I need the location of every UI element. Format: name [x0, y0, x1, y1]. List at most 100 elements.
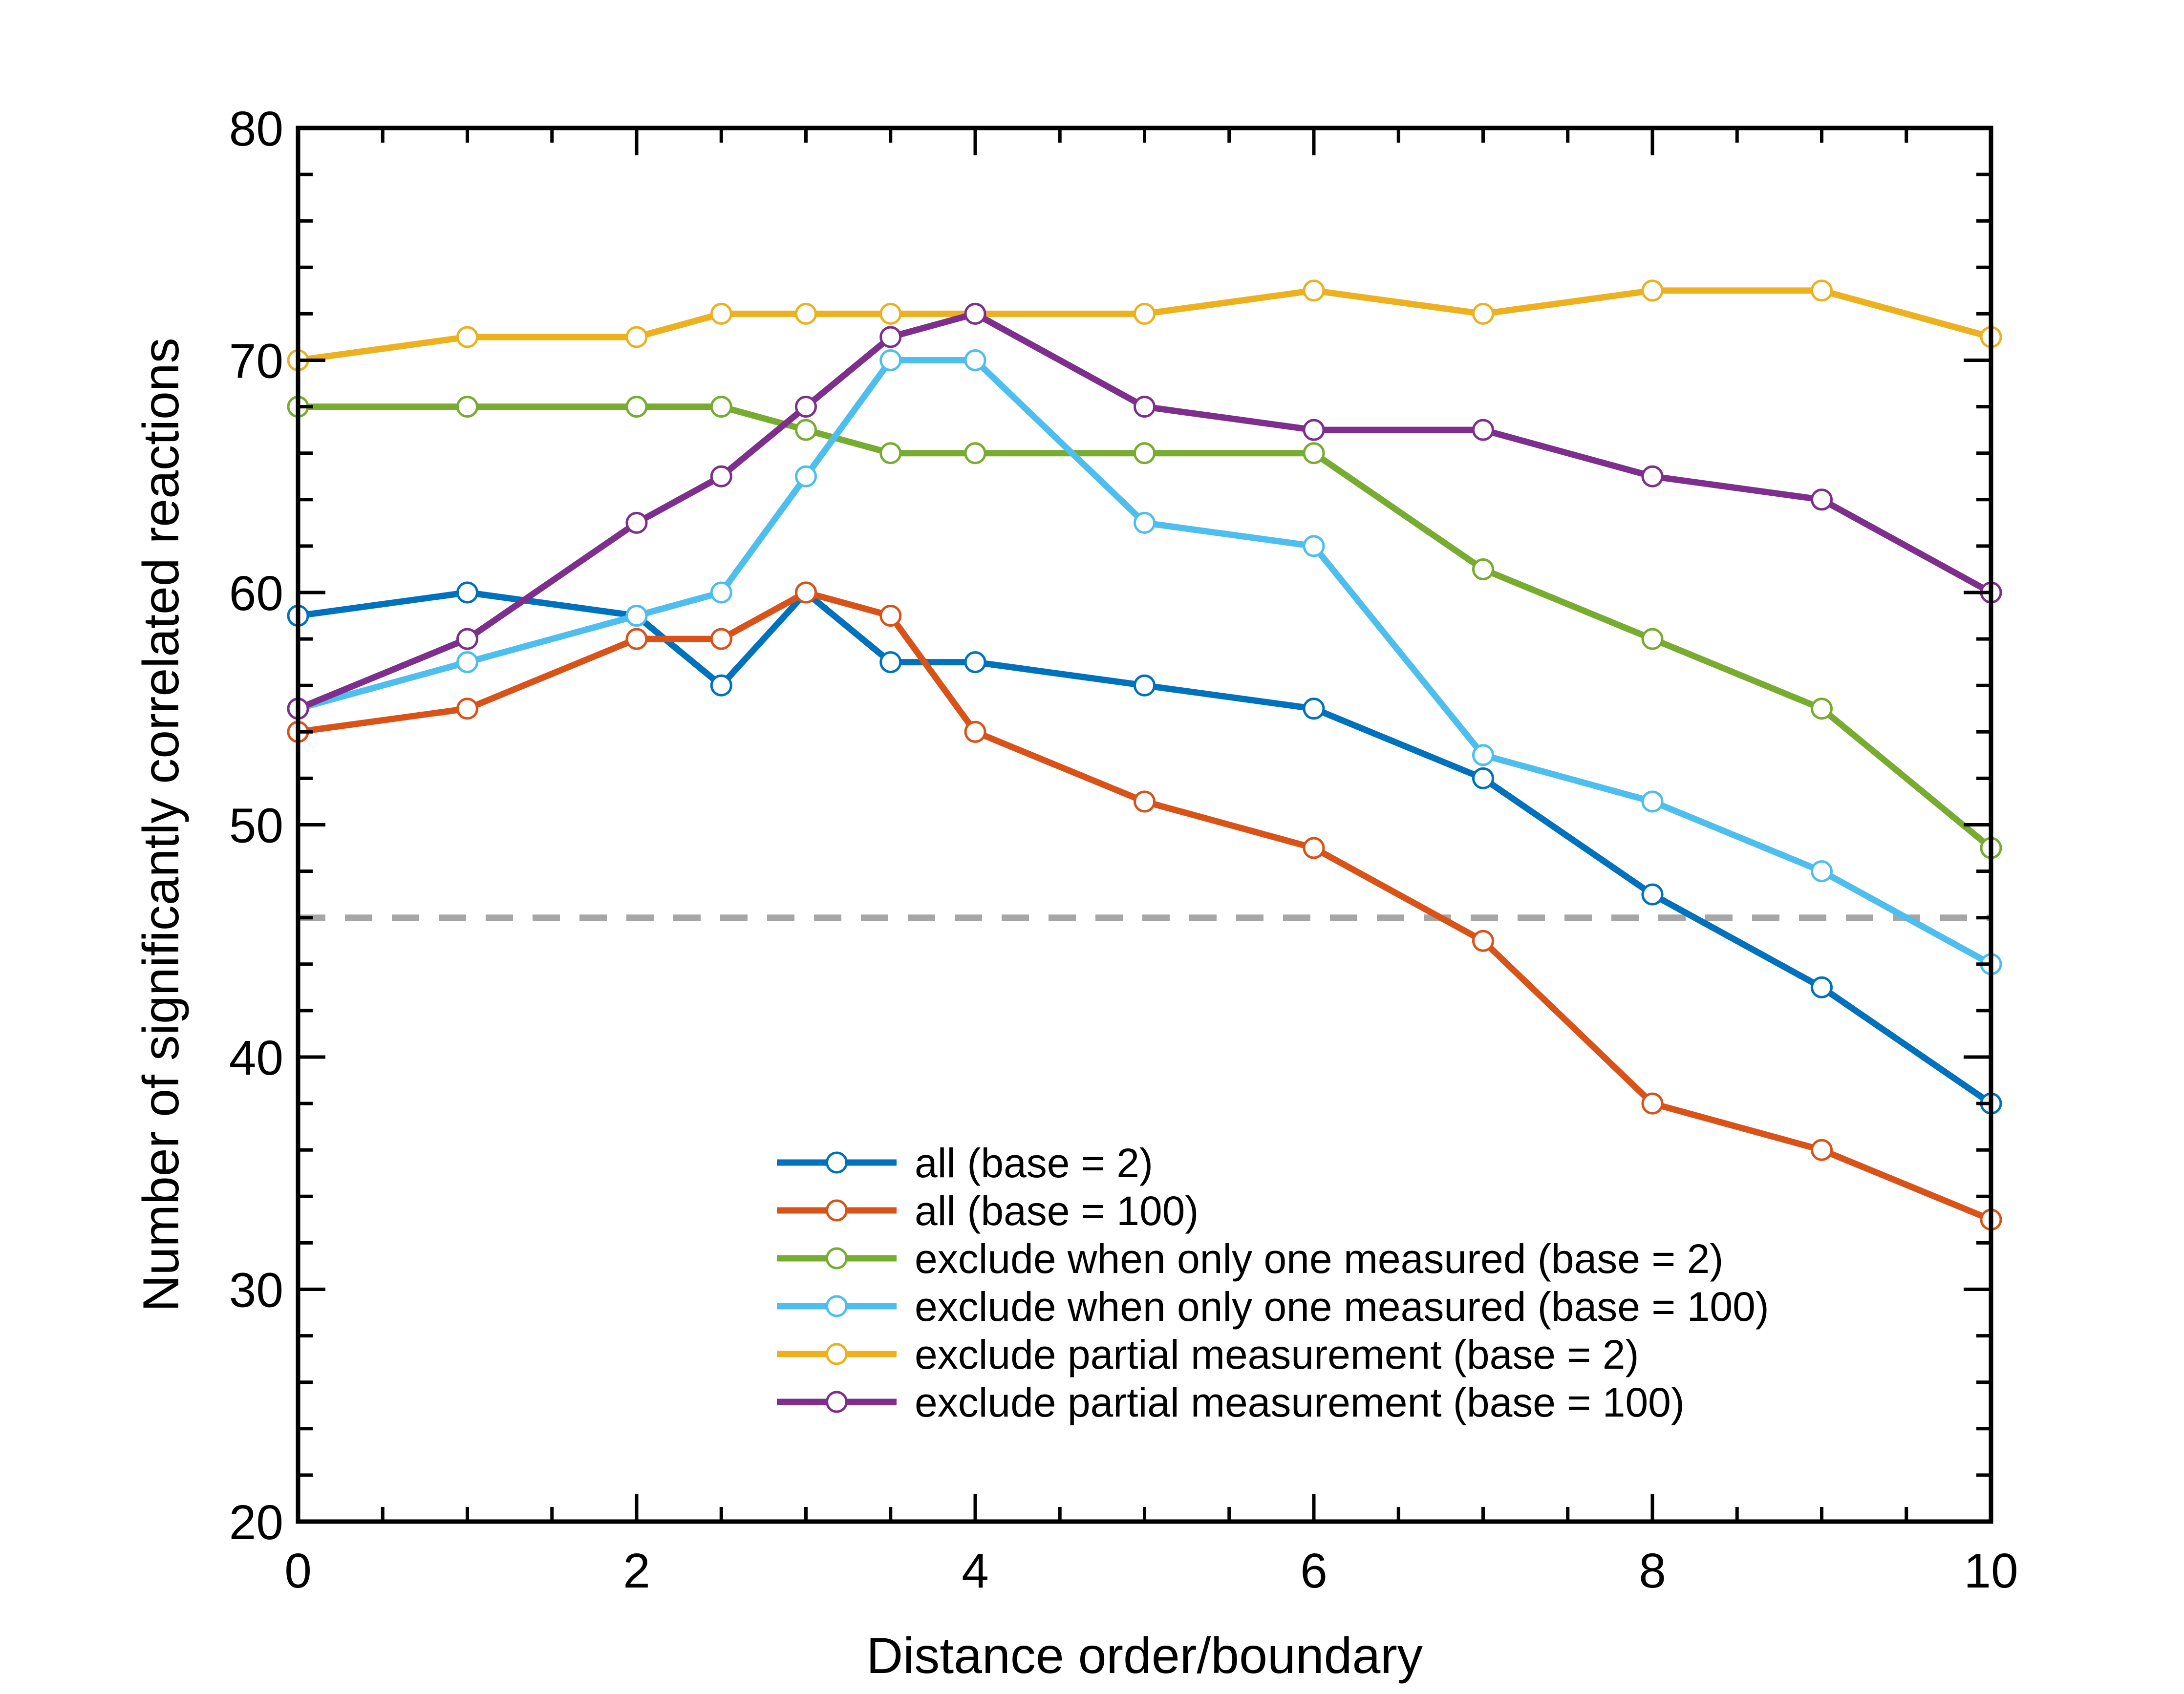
- data-point: [1641, 279, 1664, 302]
- data-point: [710, 674, 732, 697]
- legend-label: exclude partial measurement (base = 2): [915, 1332, 1639, 1377]
- data-point: [710, 465, 732, 487]
- data-point: [1134, 396, 1156, 418]
- data-point: [879, 326, 902, 348]
- data-point: [1134, 302, 1156, 325]
- data-point: [795, 396, 817, 418]
- data-point: [456, 651, 478, 674]
- data-point: [879, 349, 902, 371]
- y-tick-label: 30: [229, 1263, 283, 1318]
- data-point: [710, 396, 732, 418]
- x-tick-label: 8: [1639, 1544, 1666, 1598]
- x-tick-label: 6: [1300, 1544, 1328, 1598]
- legend-entry-6: exclude partial measurement (base = 100): [777, 1379, 1685, 1425]
- data-point: [1811, 279, 1833, 302]
- data-point: [795, 419, 817, 441]
- legend-swatch-marker: [826, 1343, 848, 1365]
- data-point: [879, 302, 902, 325]
- data-point: [1303, 698, 1325, 720]
- series-line: [298, 403, 1993, 851]
- data-point: [1472, 930, 1494, 952]
- axes-layer: [296, 126, 1993, 1524]
- data-point: [1134, 790, 1156, 813]
- legend-swatch-marker: [826, 1151, 848, 1174]
- data-point: [456, 326, 478, 348]
- data-point: [1641, 883, 1664, 906]
- series-layer: [287, 279, 2002, 1231]
- data-point: [795, 465, 817, 487]
- legend: all (base = 2)all (base = 100)exclude wh…: [777, 1140, 1769, 1425]
- series-5: [287, 279, 2002, 371]
- data-point: [1303, 279, 1325, 302]
- data-point: [625, 605, 648, 627]
- data-point: [1811, 698, 1833, 720]
- data-point: [1641, 1092, 1664, 1115]
- data-point: [1811, 488, 1833, 511]
- series-line: [298, 589, 1993, 1106]
- series-2: [287, 581, 2002, 1231]
- data-point: [1641, 790, 1664, 813]
- legend-entry-5: exclude partial measurement (base = 2): [777, 1332, 1639, 1377]
- legend-label: exclude when only one measured (base = 2…: [915, 1236, 1723, 1282]
- legend-swatch-marker: [826, 1247, 848, 1270]
- data-point: [1472, 558, 1494, 580]
- legend-entry-4: exclude when only one measured (base = 1…: [777, 1284, 1769, 1330]
- legend-swatch-marker: [826, 1295, 848, 1317]
- data-point: [879, 651, 902, 674]
- data-point: [1472, 767, 1494, 789]
- x-axis-title: Distance order/boundary: [866, 1628, 1423, 1684]
- data-point: [879, 442, 902, 465]
- legend-label: all (base = 2): [915, 1140, 1153, 1186]
- data-point: [625, 396, 648, 418]
- data-point: [964, 302, 986, 325]
- y-tick-label: 50: [229, 799, 283, 853]
- data-point: [625, 511, 648, 534]
- data-point: [456, 396, 478, 418]
- data-point: [625, 326, 648, 348]
- legend-entry-2: all (base = 100): [777, 1188, 1199, 1234]
- data-point: [1811, 860, 1833, 883]
- data-point: [1134, 674, 1156, 697]
- y-tick-label: 20: [229, 1495, 283, 1550]
- data-point: [456, 581, 478, 604]
- series-1: [287, 581, 2002, 1115]
- data-point: [1303, 535, 1325, 557]
- data-point: [1472, 744, 1494, 766]
- x-tick-label: 4: [962, 1544, 989, 1598]
- legend-swatch-marker: [826, 1391, 848, 1413]
- data-point: [1641, 628, 1664, 650]
- series-3: [287, 396, 2002, 859]
- series-line: [298, 287, 1992, 363]
- data-point: [1811, 976, 1833, 998]
- data-point: [710, 628, 732, 650]
- data-point: [964, 442, 986, 465]
- legend-label: exclude partial measurement (base = 100): [915, 1379, 1685, 1425]
- data-point: [710, 302, 732, 325]
- y-tick-label: 40: [229, 1031, 283, 1085]
- legend-entry-3: exclude when only one measured (base = 2…: [777, 1236, 1723, 1282]
- legend-label: exclude when only one measured (base = 1…: [915, 1284, 1769, 1330]
- data-point: [1811, 1139, 1833, 1161]
- data-point: [456, 698, 478, 720]
- data-point: [1303, 442, 1325, 465]
- data-point: [456, 628, 478, 650]
- data-point: [1472, 302, 1494, 325]
- x-tick-label: 10: [1964, 1544, 2018, 1598]
- data-point: [625, 628, 648, 650]
- legend-entry-1: all (base = 2): [777, 1140, 1153, 1186]
- y-tick-label: 80: [229, 102, 283, 156]
- x-tick-label: 2: [623, 1544, 650, 1598]
- y-axis-title: Number of significantly correlated react…: [133, 338, 190, 1312]
- data-point: [964, 720, 986, 743]
- data-point: [1303, 837, 1325, 859]
- data-point: [1641, 465, 1664, 487]
- tick-label-layer: 0 2 4 6 8 10 20 30 40 50 60 70 80: [229, 102, 2018, 1598]
- data-point: [1134, 442, 1156, 465]
- data-point: [1472, 419, 1494, 441]
- legend-label: all (base = 100): [915, 1188, 1199, 1234]
- data-point: [964, 349, 986, 371]
- legend-swatch-marker: [826, 1199, 848, 1222]
- series-line: [297, 310, 1993, 712]
- data-point: [795, 581, 817, 604]
